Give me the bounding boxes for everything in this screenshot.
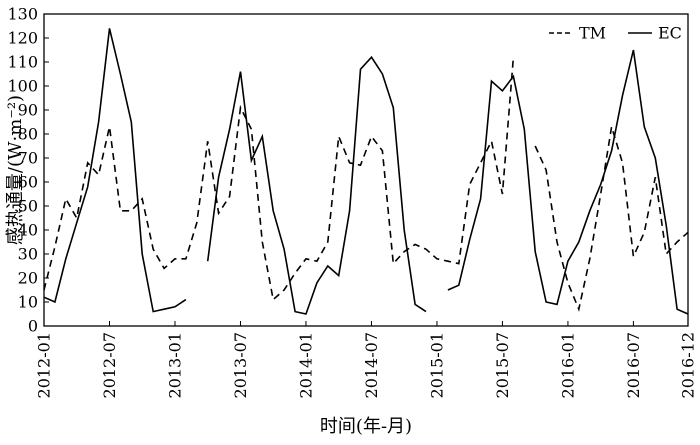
y-tick-label: 10 bbox=[18, 293, 38, 312]
x-tick-label: 2012-01 bbox=[35, 332, 54, 398]
y-tick-label: 90 bbox=[18, 101, 38, 120]
y-tick-label: 0 bbox=[28, 317, 38, 336]
x-tick-label: 2014-01 bbox=[296, 332, 315, 398]
x-tick-label: 2013-01 bbox=[165, 332, 184, 398]
series-ec-line bbox=[43, 28, 187, 313]
y-tick-label: 120 bbox=[7, 29, 38, 48]
series-tm-line bbox=[43, 57, 515, 302]
y-tick-label: 80 bbox=[18, 125, 38, 144]
x-tick-label: 2013-07 bbox=[231, 332, 250, 398]
x-tick-label: 2016-12 bbox=[679, 332, 698, 398]
y-tick-label: 70 bbox=[18, 149, 38, 168]
y-axis-title: 感热通量/(W·m⁻²) bbox=[5, 95, 26, 245]
x-tick-label: 2014-07 bbox=[362, 332, 381, 398]
x-tick-label: 2012-07 bbox=[100, 332, 119, 398]
x-tick-label: 2016-01 bbox=[558, 332, 577, 398]
y-tick-label: 20 bbox=[18, 269, 38, 288]
x-tick-label: 2016-07 bbox=[624, 332, 643, 398]
y-tick-label: 40 bbox=[18, 221, 38, 240]
x-tick-label: 2015-01 bbox=[427, 332, 446, 398]
x-axis-title: 时间(年-月) bbox=[320, 416, 412, 437]
y-tick-label: 110 bbox=[7, 53, 38, 72]
y-tick-label: 30 bbox=[18, 245, 38, 264]
x-tick-label: 2015-07 bbox=[493, 332, 512, 398]
legend-label-tm: TM bbox=[579, 24, 606, 43]
series-ec-line bbox=[206, 55, 427, 315]
series-tm-line bbox=[534, 126, 689, 312]
y-tick-label: 60 bbox=[18, 173, 38, 192]
plot-frame bbox=[43, 13, 689, 327]
series-ec-line bbox=[447, 49, 689, 315]
y-tick-label: 100 bbox=[7, 77, 38, 96]
y-tick-label: 130 bbox=[7, 5, 38, 24]
y-tick-label: 50 bbox=[18, 197, 38, 216]
legend-label-ec: EC bbox=[658, 24, 682, 43]
